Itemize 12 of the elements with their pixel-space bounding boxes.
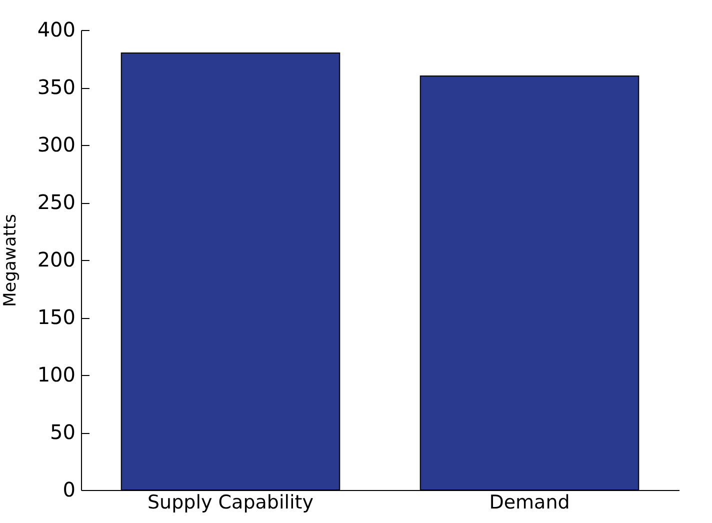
- y-axis-title: Megawatts: [0, 214, 20, 307]
- x-tick-label: Supply Capability: [148, 492, 314, 514]
- y-tick-label: 300: [37, 132, 76, 156]
- y-tick-label: 350: [37, 75, 76, 99]
- y-tick-label: 150: [37, 305, 76, 329]
- x-tick-label: Demand: [489, 492, 570, 514]
- y-tick-label: 400: [37, 18, 76, 42]
- y-tick-label: 100: [37, 362, 76, 386]
- y-tick-label: 0: [62, 478, 76, 502]
- y-tick-label: 250: [37, 190, 76, 214]
- y-tick-label: 50: [50, 420, 76, 444]
- y-tick-label: 200: [37, 248, 76, 272]
